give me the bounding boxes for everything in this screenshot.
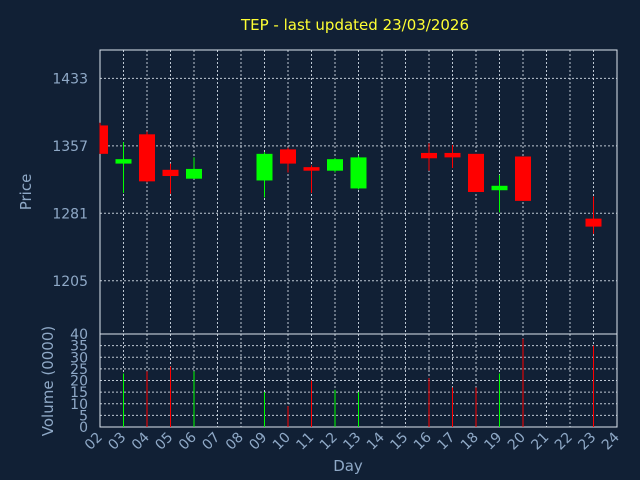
x-tick-label: 10 bbox=[270, 430, 294, 454]
candles bbox=[99, 122, 602, 234]
x-tick-label: 03 bbox=[105, 430, 129, 454]
x-tick-label: 14 bbox=[364, 429, 388, 453]
volume-tick-label: 15 bbox=[70, 385, 88, 401]
volume-tick-label: 40 bbox=[70, 327, 88, 343]
candle-body bbox=[303, 167, 320, 171]
price-axis-label: Price bbox=[17, 174, 35, 211]
price-tick-label: 1357 bbox=[52, 139, 88, 155]
candle-body bbox=[585, 218, 602, 227]
candle-body bbox=[327, 159, 343, 171]
volume-tick-label: 0 bbox=[79, 420, 88, 436]
x-tick-label: 12 bbox=[317, 430, 341, 454]
volume-tick-label: 10 bbox=[70, 397, 88, 413]
candle-body bbox=[139, 134, 155, 182]
x-tick-label: 19 bbox=[481, 430, 505, 454]
candle-body bbox=[421, 152, 437, 159]
x-tick-label: 08 bbox=[223, 430, 247, 454]
x-tick-label: 23 bbox=[575, 430, 599, 454]
candle-body bbox=[444, 152, 461, 158]
candle-body bbox=[186, 168, 202, 179]
candle-body bbox=[100, 125, 108, 154]
volume-tick-label: 5 bbox=[79, 408, 88, 424]
x-tick-label: 22 bbox=[552, 430, 576, 454]
volume-tick-label: 35 bbox=[70, 339, 88, 355]
candle-body bbox=[115, 159, 132, 164]
price-tick-label: 1281 bbox=[52, 206, 88, 222]
candle-body bbox=[162, 169, 179, 177]
x-tick-label: 18 bbox=[458, 430, 482, 454]
x-axis-label: Day bbox=[333, 457, 363, 475]
x-tick-labels: 02 03 04 05 06 07 08 09 10 11 12 13 14 15 16 17 18 19 20 21… bbox=[82, 429, 623, 453]
x-tick-label: 06 bbox=[176, 429, 200, 453]
candle-body bbox=[256, 153, 273, 181]
x-tick-label: 24 bbox=[599, 429, 623, 453]
x-tick-label: 13 bbox=[340, 430, 364, 454]
candle-body bbox=[515, 156, 531, 201]
x-tick-label: 21 bbox=[528, 430, 552, 454]
x-tick-label: 04 bbox=[129, 429, 153, 453]
x-tick-label: 11 bbox=[293, 430, 317, 454]
volume-axis-label: Volume (0000) bbox=[39, 326, 57, 436]
x-tick-label: 20 bbox=[505, 430, 529, 454]
candle-body bbox=[491, 185, 508, 191]
candle-body bbox=[468, 153, 484, 192]
x-tick-label: 05 bbox=[152, 430, 176, 454]
volume-tick-label: 20 bbox=[70, 374, 88, 390]
chart-title: TEP - last updated 23/03/2026 bbox=[240, 16, 469, 34]
candle-body bbox=[350, 157, 367, 189]
x-tick-label: 09 bbox=[246, 430, 270, 454]
volume-tick-label: 30 bbox=[70, 350, 88, 366]
x-tick-label: 17 bbox=[434, 430, 458, 454]
price-tick-label: 1205 bbox=[52, 274, 88, 290]
volume-tick-label: 25 bbox=[70, 362, 88, 378]
x-tick-label: 15 bbox=[387, 430, 411, 454]
grid-lines bbox=[100, 50, 617, 427]
candle-body bbox=[280, 149, 296, 164]
volume-bars bbox=[123, 338, 594, 427]
price-tick-label: 1433 bbox=[52, 71, 88, 87]
x-tick-label: 16 bbox=[411, 429, 435, 453]
x-tick-label: 07 bbox=[199, 430, 223, 454]
